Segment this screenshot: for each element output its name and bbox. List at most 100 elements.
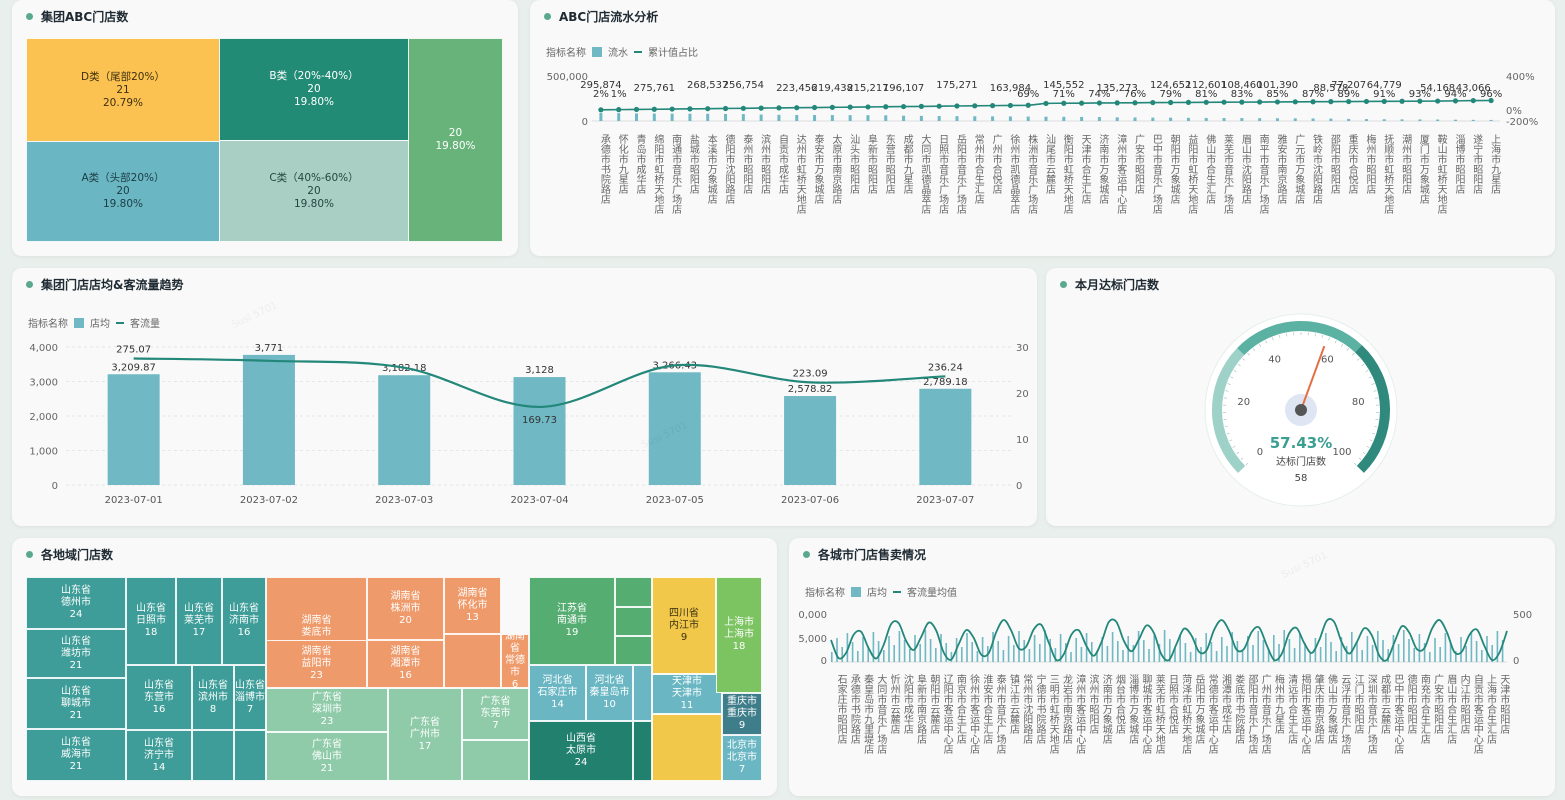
treemap-cell-c-class[interactable]: C类（40%-60%） 20 19.80% [219, 140, 409, 242]
region-treemap-cell[interactable] [615, 636, 652, 665]
cumulative-label: 1% [611, 89, 627, 100]
y2-tick-label: 0 [1513, 656, 1519, 667]
region-treemap-cell[interactable] [615, 607, 652, 636]
gauge-tick [1247, 352, 1250, 356]
region-treemap-cell[interactable]: 山东省 潍坊市 21 [26, 629, 126, 678]
region-treemap-cell[interactable]: 重庆市 重庆市 9 [722, 693, 762, 735]
x-tick-label: 朝阳市云麓店 [928, 674, 940, 735]
x-tick-label: 梅州市昭阳店 [1364, 133, 1376, 195]
store-avg-bar [857, 651, 859, 662]
region-treemap-cell[interactable] [633, 665, 652, 721]
store-avg-bar [1200, 647, 1202, 662]
region-treemap-cell[interactable]: 湖南省 益阳市 23 [266, 640, 367, 688]
y-tick-label: 0,000 [798, 610, 827, 621]
store-avg-bar [1429, 652, 1431, 662]
gauge-tick [1374, 426, 1378, 428]
x-tick-label: 朝阳市万象城店 [1168, 134, 1180, 205]
legend-traffic-avg[interactable]: 客流量均值 [907, 588, 957, 599]
region-treemap-cell[interactable] [444, 634, 501, 688]
legend-traffic[interactable]: 客流量 [130, 319, 160, 330]
flow-bar [795, 114, 799, 121]
treemap-cell-b-class[interactable]: B类（20%-40%） 20 19.80% [219, 38, 409, 141]
store-avg-bar [1397, 644, 1400, 662]
gauge-tick [1340, 343, 1344, 347]
region-treemap-cell[interactable]: 河北省 秦皇岛市 10 [586, 665, 633, 721]
region-treemap-cell[interactable]: 山东省 日照市 18 [126, 577, 176, 665]
region-treemap-cell[interactable] [462, 740, 529, 781]
treemap-cell-d-class[interactable]: D类（尾部20%） 21 20.79% [26, 38, 220, 142]
region-treemap-cell[interactable] [615, 577, 652, 607]
region-treemap-cell[interactable]: 山东省 济宁市 14 [126, 730, 192, 781]
flow-bar [991, 116, 995, 121]
x-tick-label: 2023-07-06 [781, 495, 839, 506]
region-treemap-cell[interactable]: 江苏省 南通市 19 [529, 577, 615, 665]
cumulative-label: 83% [1231, 89, 1253, 100]
region-treemap-cell[interactable]: 四川省 内江市 9 [652, 577, 716, 674]
legend-bar-swatch-icon [592, 46, 602, 57]
flow-bar [1062, 116, 1066, 121]
region-treemap-cell[interactable]: 广东省 深圳市 23 [266, 688, 388, 732]
cumulative-label: 71% [1053, 89, 1075, 100]
region-treemap-cell[interactable]: 上海市 上海市 18 [716, 577, 762, 693]
x-tick-label: 滨州市昭阳店 [759, 133, 771, 195]
flow-bar [1418, 119, 1422, 121]
region-treemap-cell[interactable]: 河北省 石家庄市 14 [529, 665, 586, 721]
region-treemap-cell[interactable]: 广东省 东莞市 7 [462, 688, 529, 740]
region-treemap-cell[interactable]: 湖南省 株洲市 20 [367, 577, 444, 640]
store-avg-bar [1403, 630, 1405, 662]
region-treemap-cell[interactable]: 北京市 北京市 7 [722, 735, 762, 781]
x-tick-label: 2023-07-07 [916, 495, 974, 506]
region-treemap-cell[interactable]: 山东省 东营市 16 [126, 665, 192, 730]
store-avg-bar [1356, 641, 1358, 662]
x-tick-label: 2023-07-03 [375, 495, 433, 506]
region-treemap-cell[interactable] [234, 730, 266, 781]
y-tick-label: 4,000 [29, 343, 58, 354]
region-treemap-cell[interactable]: 山西省 太原市 24 [529, 721, 633, 781]
region-treemap-cell[interactable]: 湖南省 湘潭市 16 [367, 640, 444, 688]
region-treemap-cell[interactable]: 山东省 莱芜市 17 [176, 577, 222, 665]
legend-cumulative[interactable]: 累计值占比 [648, 48, 698, 59]
store-avg-bar [893, 645, 895, 662]
store-avg-bar [513, 377, 566, 485]
store-avg-bar [1075, 638, 1077, 662]
flow-value-label: 88,578 [1313, 83, 1348, 94]
region-treemap-cell[interactable]: 山东省 济南市 16 [222, 577, 266, 665]
traffic-line [133, 357, 946, 409]
flow-bar [1186, 117, 1190, 121]
region-treemap-cell[interactable]: 山东省 聊城市 21 [26, 678, 126, 729]
region-treemap-cell[interactable]: 湖南省 常德市 6 [501, 634, 529, 688]
gauge-tick [1225, 390, 1229, 392]
legend-flow[interactable]: 流水 [608, 48, 628, 59]
flow-bar [724, 113, 728, 121]
region-treemap-cell[interactable]: 湖南省 怀化市 13 [444, 577, 501, 634]
store-avg-bar [883, 650, 885, 662]
store-avg-bar [1007, 636, 1010, 662]
region-panel: 各地域门店数 山东省 德州市 24 山东省 潍坊市 21 山东省 聊城市 21 山东省… [12, 538, 777, 796]
flow-bar [1329, 118, 1333, 121]
region-treemap-cell[interactable]: 山东省 滨州市 8 [192, 665, 234, 730]
legend-store-avg[interactable]: 店均 [867, 588, 887, 599]
region-treemap-cell[interactable] [652, 714, 722, 781]
x-tick-label: 淮安市合生汇店 [981, 674, 993, 745]
region-treemap-cell[interactable] [633, 721, 652, 781]
treemap-cell-a-class[interactable]: A类（头部20%） 20 19.80% [26, 141, 220, 242]
treemap-cell-other-class[interactable]: 20 19.80% [408, 38, 503, 242]
region-treemap-cell[interactable] [192, 730, 234, 781]
y-tick-label: 5,000 [798, 634, 827, 645]
flow-value-label: 223,456 [776, 83, 817, 94]
region-treemap-cell[interactable]: 山东省 威海市 21 [26, 729, 126, 781]
store-avg-bar [1210, 642, 1213, 662]
store-avg-bar [1330, 642, 1332, 662]
legend-store-avg[interactable]: 店均 [90, 319, 110, 330]
region-treemap-cell[interactable]: 天津市 天津市 11 [652, 674, 722, 714]
cumulative-label: 81% [1195, 89, 1217, 100]
store-avg-bar [1143, 640, 1145, 662]
region-treemap-cell[interactable]: 广东省 佛山市 21 [266, 732, 388, 781]
region-treemap-cell[interactable]: 山东省 德州市 24 [26, 577, 126, 629]
cumulative-label: 85% [1266, 89, 1288, 100]
gauge-tick [1242, 358, 1245, 361]
store-avg-bar [1252, 645, 1254, 662]
region-treemap-cell[interactable]: 广东省 广州市 17 [388, 688, 462, 781]
cumulative-label: 96% [1480, 89, 1502, 100]
region-treemap-cell[interactable]: 山东省 淄博市 7 [234, 665, 266, 730]
